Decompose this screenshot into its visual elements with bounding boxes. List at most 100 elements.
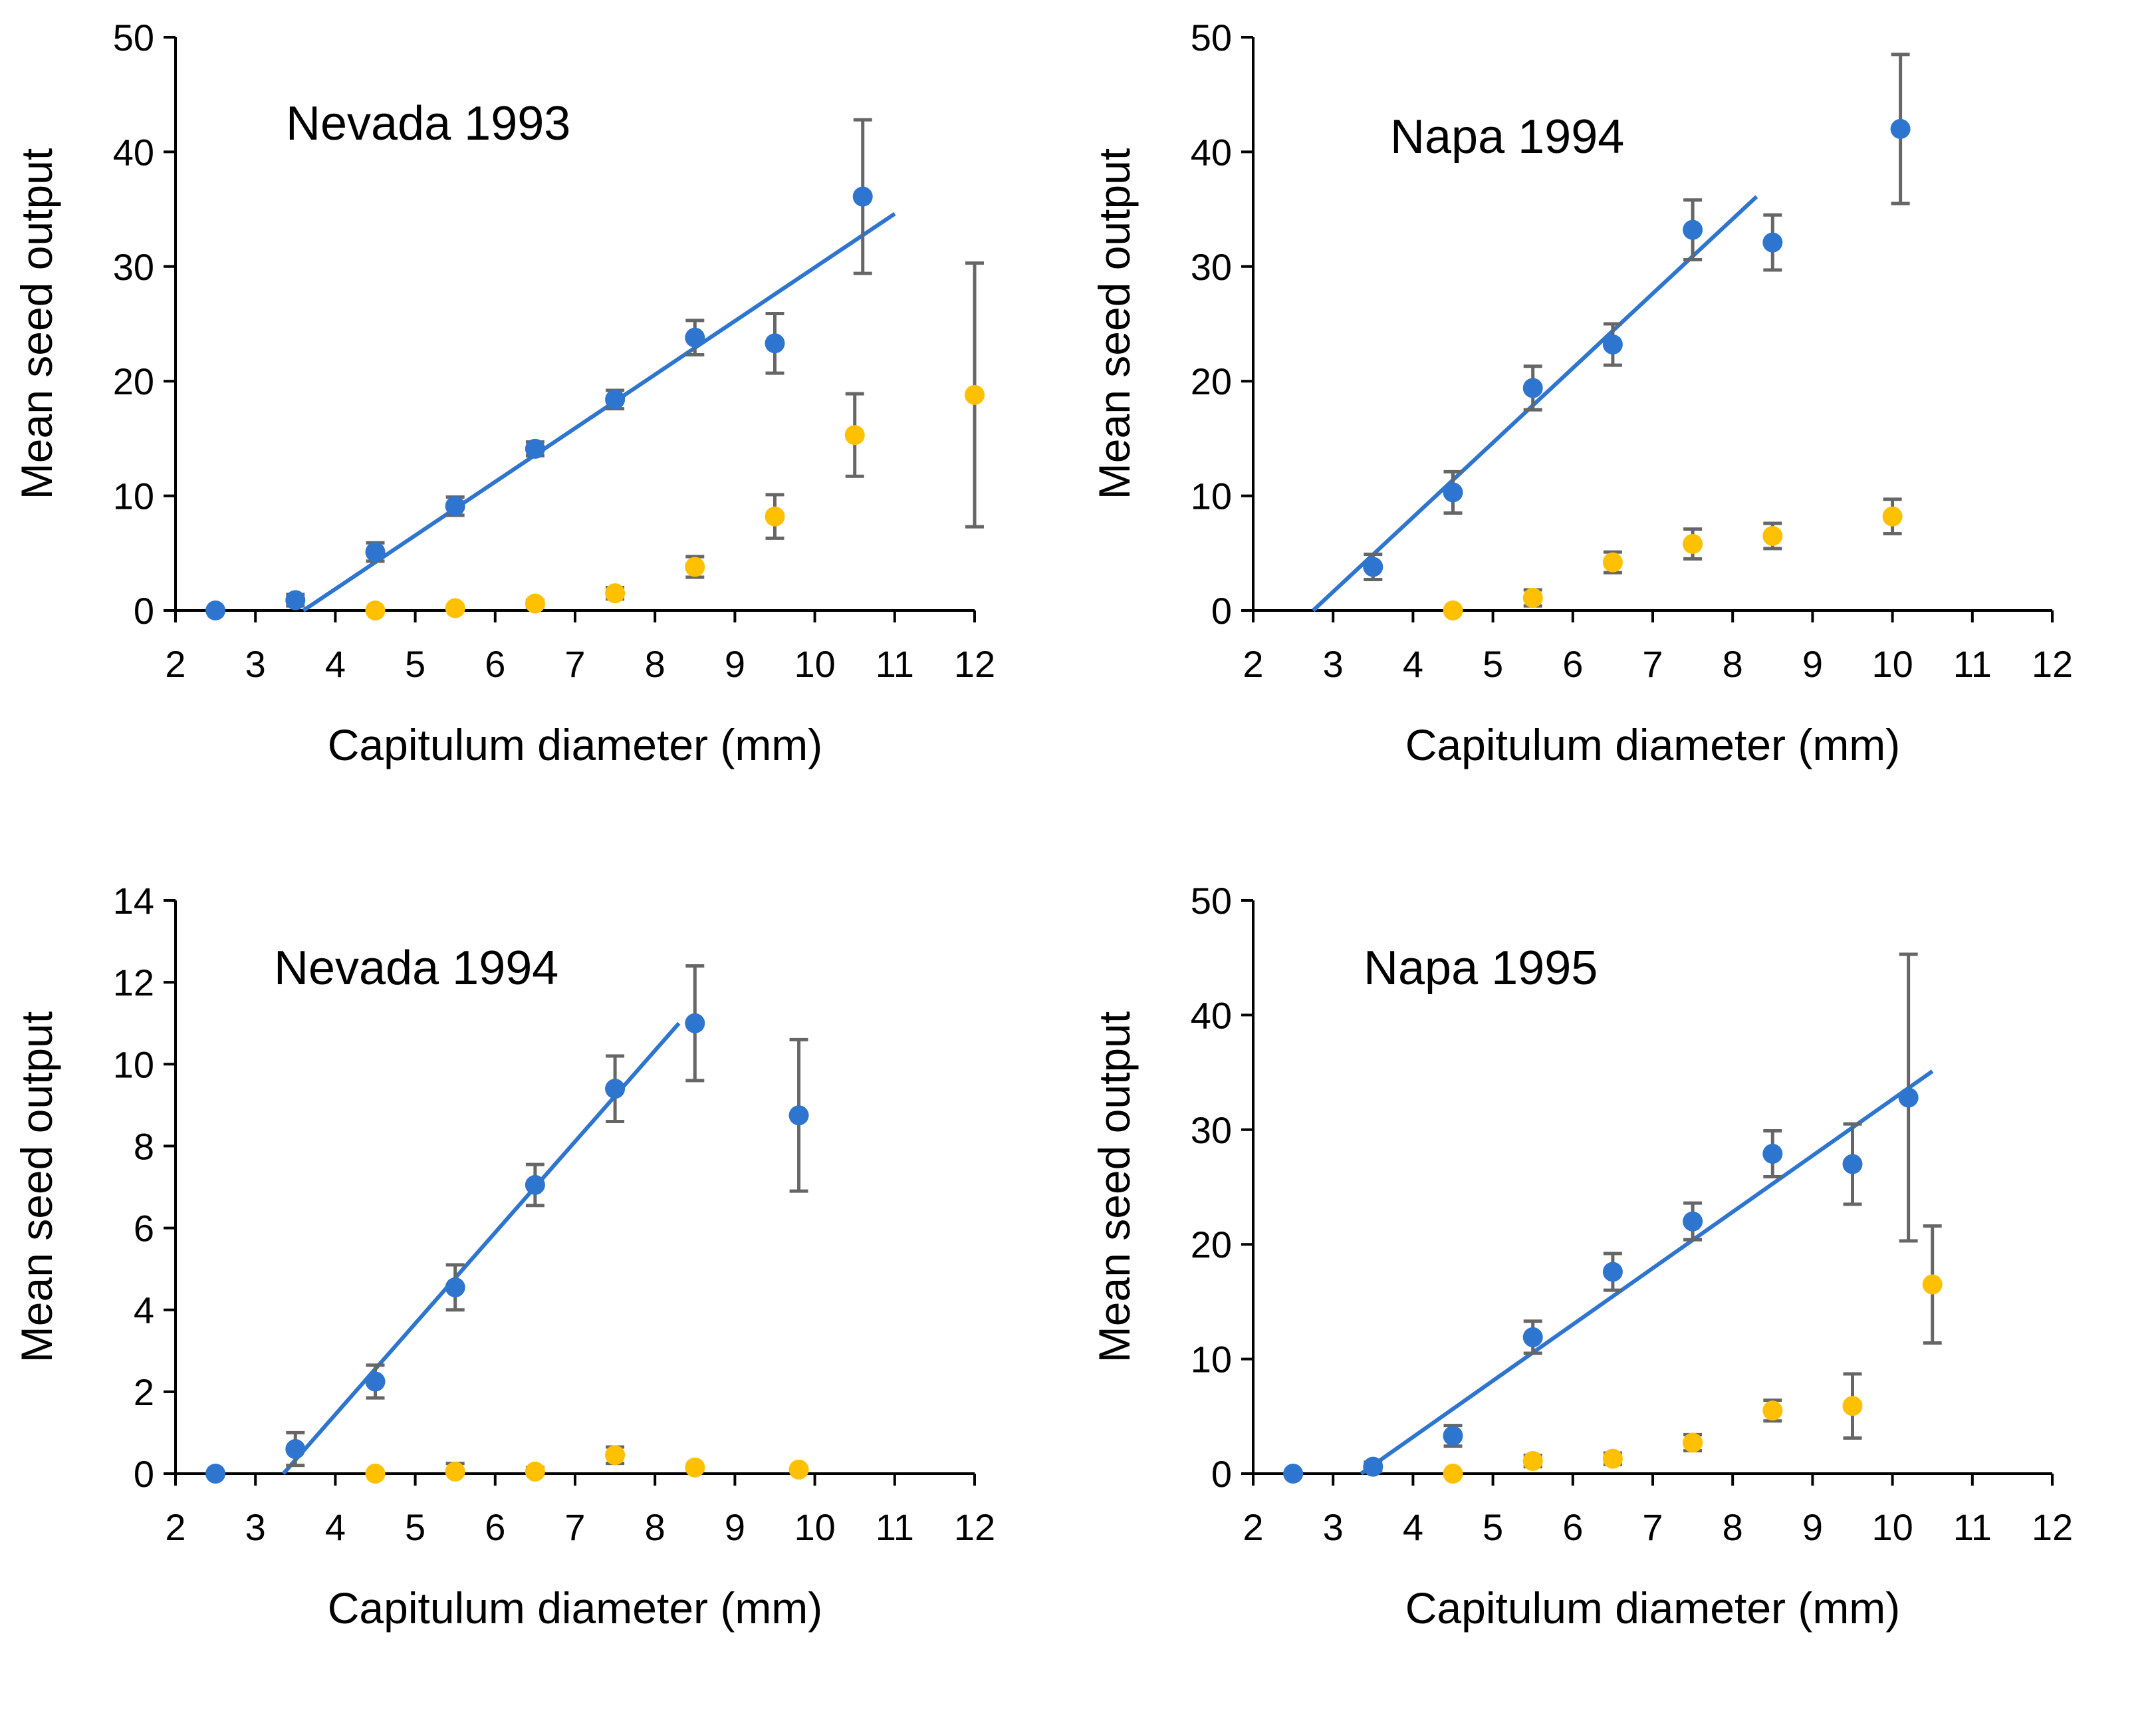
x-tick-label: 6 <box>485 1506 505 1548</box>
x-tick-label: 6 <box>485 643 505 685</box>
x-tick-label: 9 <box>725 643 745 685</box>
y-tick-label: 50 <box>1191 17 1232 59</box>
data-point-blue <box>445 1277 465 1297</box>
data-point-blue <box>285 1439 306 1460</box>
data-point-blue <box>1602 1262 1623 1282</box>
x-tick-label: 3 <box>1323 643 1344 685</box>
x-tick-label: 2 <box>165 643 185 685</box>
data-point-blue <box>1762 1144 1783 1164</box>
data-point-yellow <box>1882 506 1903 527</box>
x-tick-label: 9 <box>725 1506 745 1548</box>
data-point-yellow <box>1842 1396 1863 1416</box>
data-point-yellow <box>844 425 865 446</box>
chart-title: Napa 1994 <box>1390 110 1624 164</box>
x-tick-label: 2 <box>165 1506 185 1548</box>
y-tick-label: 20 <box>113 360 154 402</box>
data-point-blue <box>205 1464 226 1484</box>
y-axis-title: Mean seed output <box>12 148 61 499</box>
data-point-blue <box>205 600 226 620</box>
y-tick-label: 0 <box>134 590 154 632</box>
data-point-blue <box>1443 482 1463 503</box>
y-tick-label: 6 <box>134 1208 154 1250</box>
data-point-yellow <box>1683 1432 1703 1453</box>
data-point-blue <box>1363 557 1383 577</box>
x-tick-label: 10 <box>794 643 835 685</box>
data-point-blue <box>525 438 545 459</box>
x-tick-label: 2 <box>1243 643 1263 685</box>
data-point-blue <box>605 1079 626 1099</box>
data-point-yellow <box>1762 1400 1783 1421</box>
data-point-blue <box>1443 1426 1463 1446</box>
y-tick-label: 4 <box>134 1289 154 1331</box>
data-point-blue <box>685 1013 705 1033</box>
chart-panel-nevada-1994: 0 2 4 6 8 10 12 14 2 3 4 5 6 7 8 9 10 11 12 Capitulum diame… <box>0 863 1078 1726</box>
chart-panel-napa-1994: 0 10 20 30 40 50 2 3 4 5 6 7 8 9 10 11 12 Capitulum diame… <box>1078 0 2155 863</box>
data-point-yellow <box>445 598 465 618</box>
x-tick-label: 10 <box>1871 1506 1913 1548</box>
x-axis-title: Capitulum diameter (mm) <box>328 720 823 769</box>
x-tick-label: 11 <box>1953 1506 1992 1548</box>
x-tick-label: 10 <box>794 1506 835 1548</box>
x-tick-label: 4 <box>1403 643 1423 685</box>
data-point-yellow <box>365 1464 386 1484</box>
x-tick-label: 11 <box>1953 643 1992 685</box>
y-tick-label: 10 <box>113 1043 154 1085</box>
x-tick-label: 8 <box>1723 643 1743 685</box>
y-axis-title: Mean seed output <box>1090 148 1139 499</box>
x-tick-label: 12 <box>2032 643 2073 685</box>
data-point-blue <box>1898 1087 1919 1108</box>
x-tick-label: 5 <box>405 1506 425 1548</box>
data-point-yellow <box>445 1461 465 1482</box>
data-point-blue <box>365 542 386 563</box>
data-point-blue <box>605 389 626 410</box>
x-tick-label: 4 <box>325 1506 346 1548</box>
x-tick-label: 5 <box>1483 1506 1503 1548</box>
data-point-yellow <box>1922 1274 1943 1295</box>
data-point-yellow <box>525 1461 545 1482</box>
data-point-yellow <box>685 1457 705 1478</box>
chart-title: Nevada 1994 <box>274 942 558 995</box>
x-tick-label: 4 <box>325 643 346 685</box>
x-axis-title: Capitulum diameter (mm) <box>1405 720 1901 769</box>
data-point-yellow <box>685 557 705 577</box>
x-tick-label: 3 <box>245 643 266 685</box>
data-point-blue <box>1522 1327 1543 1347</box>
data-point-yellow <box>1522 1451 1543 1472</box>
chart-svg: 0 10 20 30 40 50 2 3 4 5 6 7 8 9 10 11 12 Capitulum diame… <box>1090 17 2073 769</box>
x-tick-label: 5 <box>405 643 425 685</box>
data-point-blue <box>1762 232 1783 253</box>
x-tick-label: 7 <box>1642 643 1663 685</box>
chart-svg: 0 10 20 30 40 50 2 3 4 5 6 7 8 9 10 11 12 Capitulum diame… <box>1090 880 2073 1633</box>
x-tick-label: 12 <box>954 643 995 685</box>
trendline <box>1360 1069 1934 1476</box>
data-point-blue <box>765 333 785 354</box>
data-point-yellow <box>1443 600 1463 620</box>
data-point-yellow <box>525 593 545 614</box>
data-point-yellow <box>965 384 985 405</box>
data-point-blue <box>1683 1211 1703 1232</box>
chart-title: Napa 1995 <box>1364 942 1598 995</box>
x-axis-title: Capitulum diameter (mm) <box>328 1583 823 1633</box>
y-axis-title: Mean seed output <box>1090 1011 1139 1363</box>
y-tick-label: 50 <box>1191 880 1232 922</box>
data-point-yellow <box>1602 552 1623 573</box>
y-tick-label: 12 <box>113 962 154 1003</box>
x-tick-label: 12 <box>2032 1506 2073 1548</box>
y-tick-label: 8 <box>134 1125 154 1167</box>
chart-title: Nevada 1993 <box>286 97 570 150</box>
x-tick-label: 4 <box>1403 1506 1423 1548</box>
x-tick-label: 10 <box>1871 643 1913 685</box>
y-tick-label: 10 <box>113 475 154 517</box>
y-tick-label: 50 <box>113 17 154 59</box>
data-point-yellow <box>1683 534 1703 555</box>
x-tick-label: 7 <box>564 643 585 685</box>
data-point-yellow <box>1443 1464 1463 1484</box>
x-axis-title: Capitulum diameter (mm) <box>1405 1583 1901 1633</box>
chart-panel-napa-1995: 0 10 20 30 40 50 2 3 4 5 6 7 8 9 10 11 12 Capitulum diame… <box>1078 863 2155 1726</box>
data-point-blue <box>1890 118 1911 139</box>
data-point-yellow <box>605 1445 626 1466</box>
data-point-blue <box>1522 378 1543 398</box>
x-tick-label: 3 <box>245 1506 266 1548</box>
data-point-yellow <box>1762 525 1783 546</box>
